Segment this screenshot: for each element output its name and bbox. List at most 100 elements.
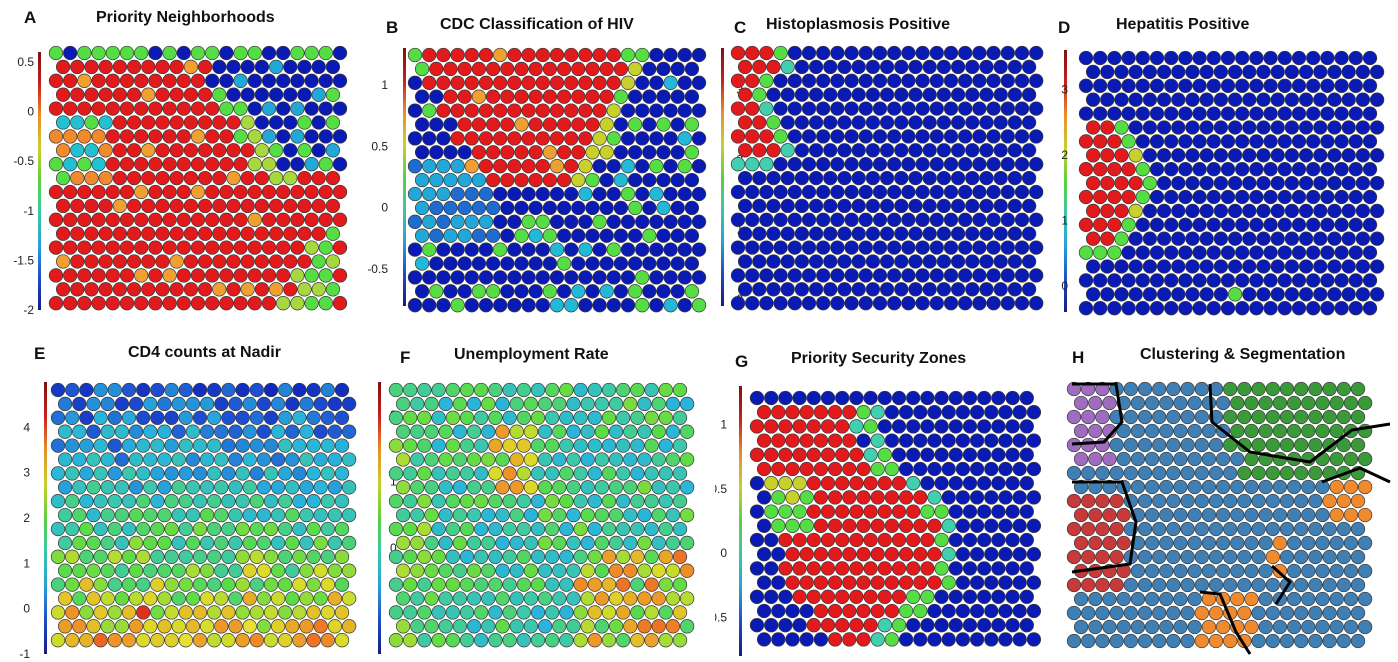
som-node [1329, 479, 1344, 495]
som-node [592, 186, 607, 202]
som-node [249, 521, 264, 537]
som-node [478, 214, 494, 229]
som-node [493, 131, 508, 146]
som-node [334, 494, 350, 509]
som-node [684, 117, 700, 132]
som-node [212, 87, 227, 102]
som-node [112, 254, 128, 269]
som-node [1279, 381, 1295, 397]
som-node [431, 410, 446, 425]
som-node [1066, 633, 1082, 649]
som-node [1227, 231, 1243, 246]
som-node [1227, 259, 1243, 274]
som-node [879, 254, 895, 269]
som-node [1192, 78, 1207, 93]
som-node [407, 270, 423, 285]
som-node [835, 390, 850, 406]
som-node [136, 549, 151, 564]
som-node [1237, 577, 1252, 593]
som-node [1298, 92, 1314, 107]
som-node [830, 129, 845, 144]
som-node [134, 240, 149, 255]
som-node [1107, 273, 1122, 288]
som-node [920, 618, 935, 633]
som-node [1215, 507, 1231, 523]
som-node [1284, 64, 1300, 80]
som-node [290, 184, 305, 200]
som-node [827, 518, 843, 533]
som-node [1265, 549, 1280, 565]
som-node [1081, 577, 1096, 593]
som-node [1301, 563, 1316, 579]
som-node [1320, 106, 1335, 121]
som-node [1156, 231, 1172, 246]
som-node [658, 633, 673, 648]
som-node [1350, 381, 1366, 397]
som-node [1149, 273, 1165, 288]
som-node [585, 256, 600, 271]
som-node [1227, 203, 1243, 219]
som-node [84, 254, 99, 269]
som-node [1230, 479, 1245, 495]
som-node [620, 131, 636, 146]
som-node [57, 507, 73, 523]
som-node [649, 214, 664, 229]
som-node [1343, 591, 1359, 607]
som-node [571, 256, 586, 271]
som-node [114, 507, 130, 523]
som-node [1357, 591, 1373, 607]
som-node [1137, 577, 1153, 593]
som-node [801, 212, 817, 227]
som-node [1121, 245, 1136, 260]
som-node [635, 242, 650, 257]
som-node [1166, 381, 1181, 397]
som-node [599, 117, 614, 132]
som-node [670, 89, 685, 104]
som-node [771, 405, 786, 420]
som-node [663, 159, 678, 174]
som-node [1095, 605, 1110, 621]
som-node [495, 591, 510, 606]
som-node [1294, 381, 1309, 397]
som-node [879, 226, 895, 241]
som-node [665, 424, 681, 439]
som-node [112, 143, 128, 158]
som-node [283, 87, 298, 102]
som-node [1137, 437, 1153, 453]
som-node [827, 490, 843, 505]
som-node [1159, 395, 1174, 411]
som-node [608, 480, 624, 495]
som-node [207, 494, 222, 509]
som-node [877, 589, 892, 604]
som-node [943, 268, 959, 283]
som-node [972, 212, 987, 227]
som-node [1235, 189, 1250, 205]
som-node [1263, 162, 1278, 177]
som-node [1284, 175, 1300, 191]
som-node [808, 282, 824, 297]
som-node [1213, 148, 1229, 163]
som-node [844, 184, 859, 200]
som-node [993, 170, 1008, 186]
som-node [190, 268, 206, 283]
som-node [207, 466, 222, 481]
som-node [1322, 493, 1337, 509]
som-node [887, 212, 902, 227]
som-node [1251, 633, 1266, 649]
som-node [332, 101, 348, 116]
som-node [1093, 217, 1108, 232]
som-node [616, 577, 631, 592]
som-node [1242, 92, 1257, 107]
colorbar-tick-label: 0.5 [715, 482, 727, 496]
som-node [1180, 605, 1195, 621]
som-node [474, 577, 489, 592]
som-node [977, 390, 992, 406]
som-node [785, 575, 800, 590]
panel-b: B CDC Classification of HIV 1 0.5 0 -0.5 [350, 0, 710, 330]
som-node [528, 117, 543, 132]
som-node [57, 396, 73, 412]
som-node [443, 284, 458, 299]
som-node [936, 87, 952, 102]
som-node [141, 87, 156, 102]
som-node [128, 535, 144, 551]
